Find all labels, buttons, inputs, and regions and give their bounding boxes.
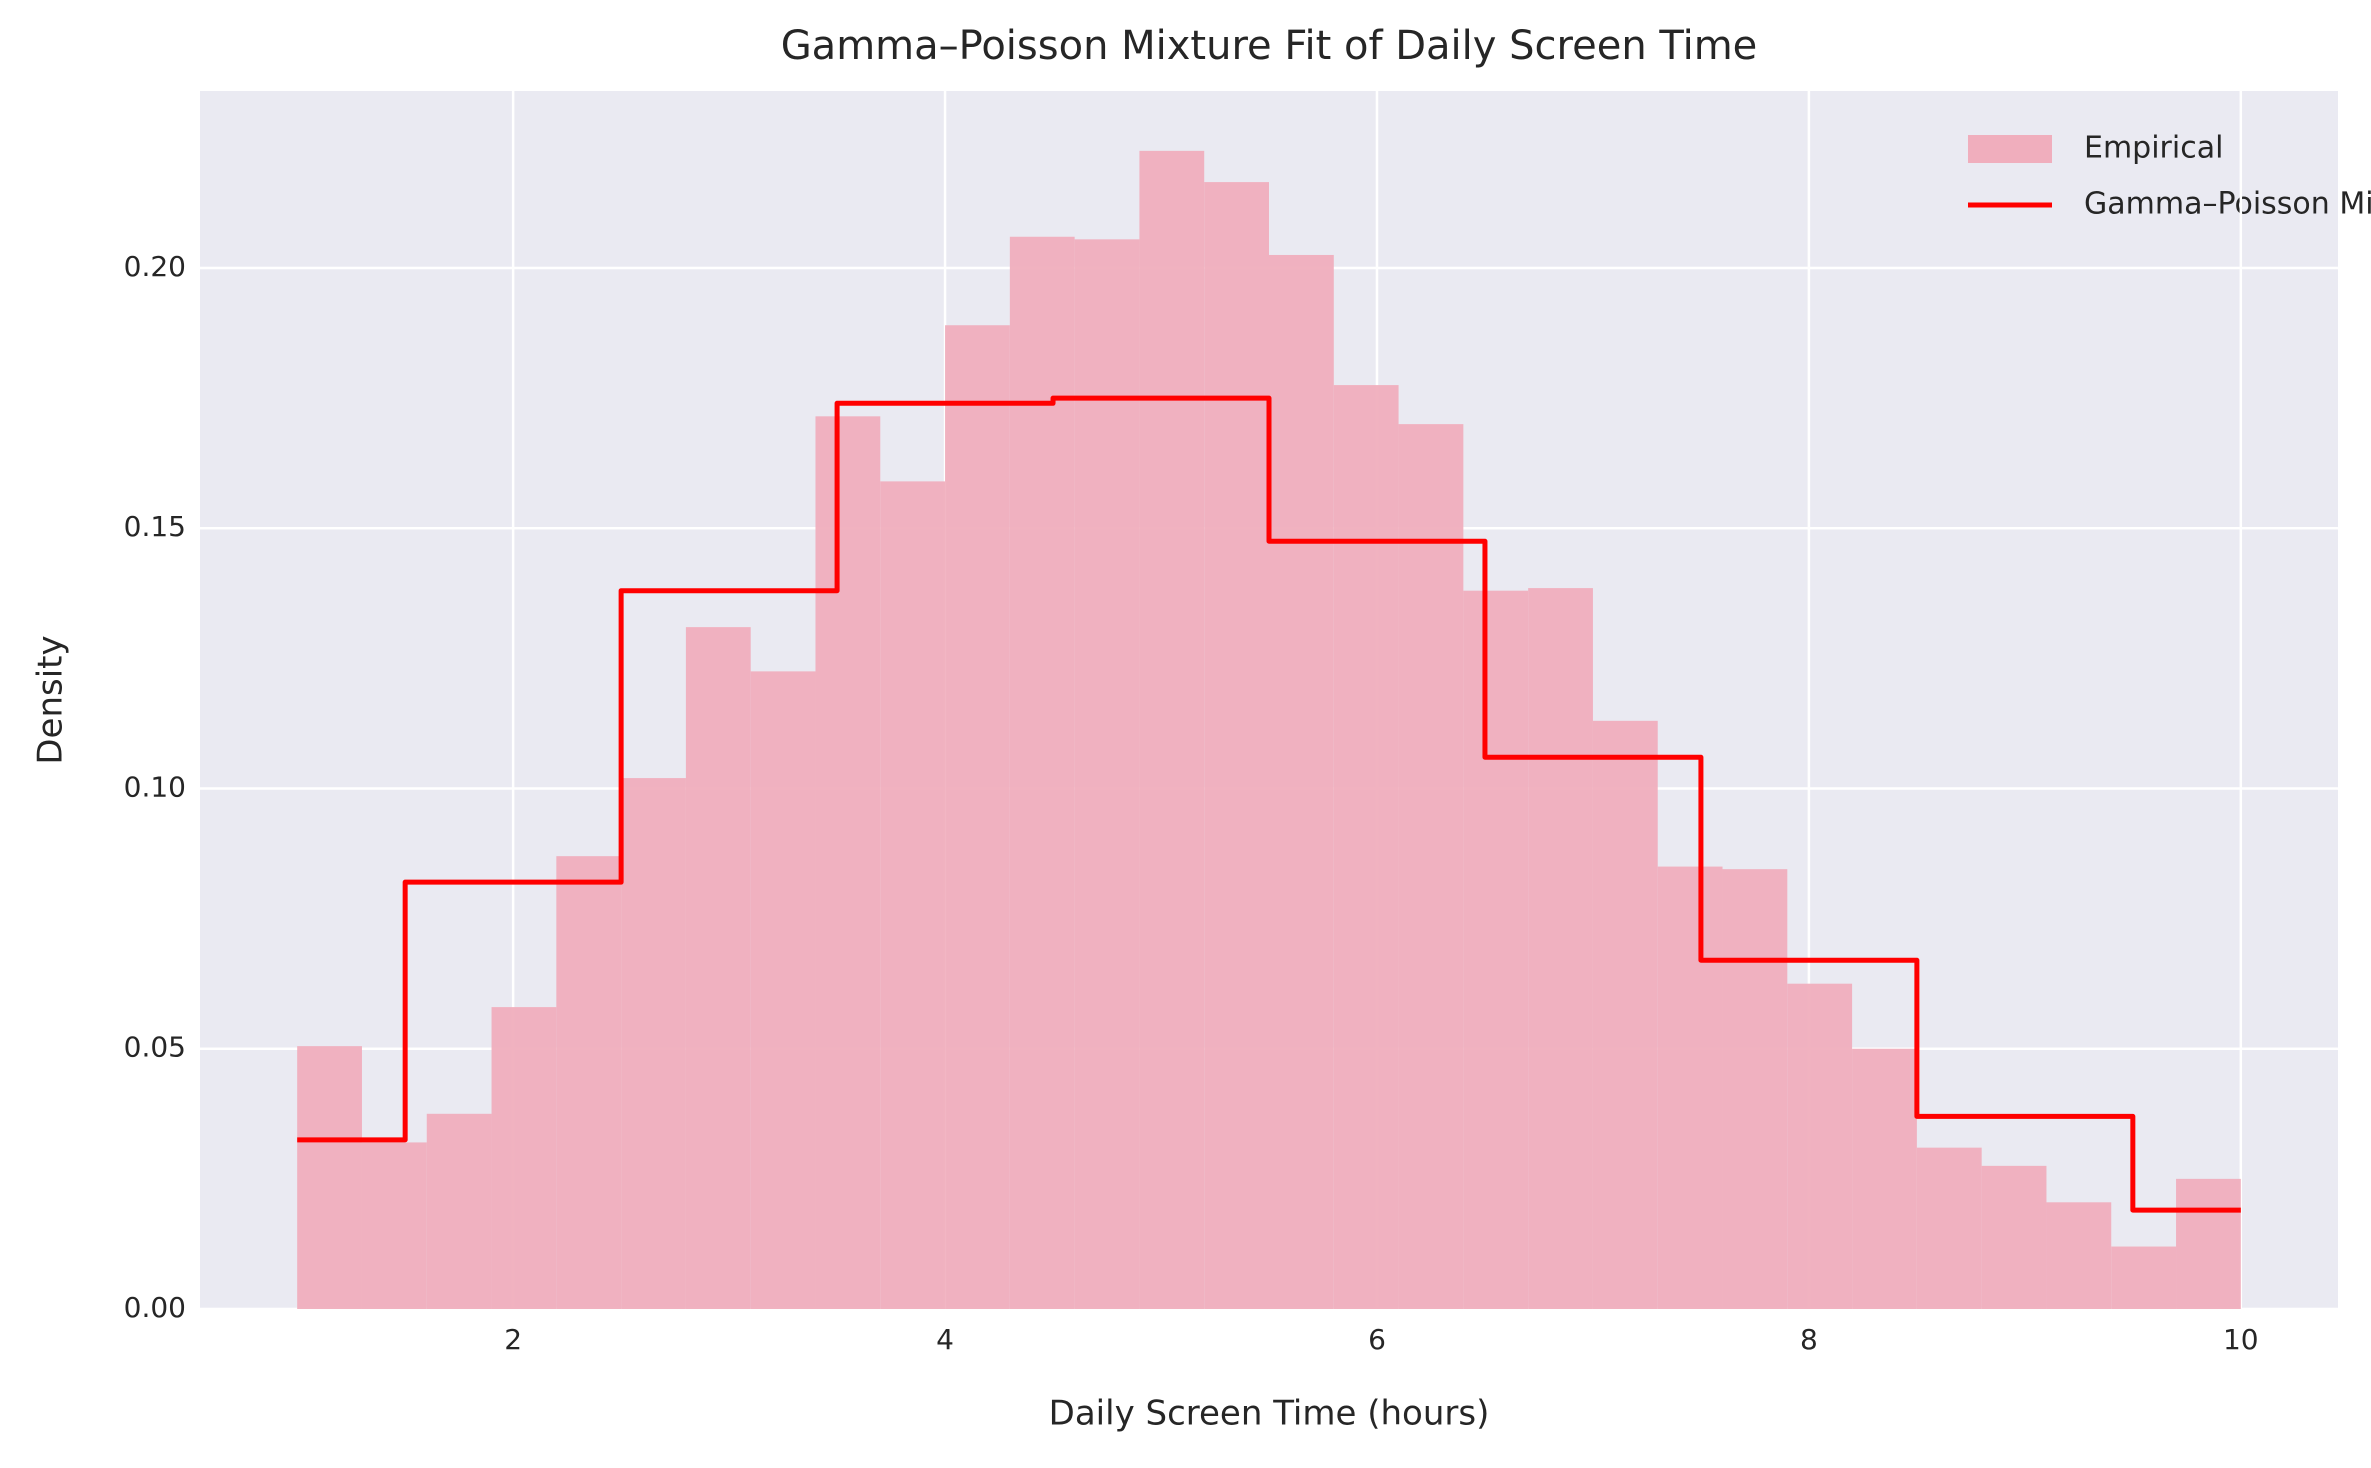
legend: Empirical Gamma–Poisson Mixture bbox=[1968, 131, 2371, 222]
x-axis-label: Daily Screen Time (hours) bbox=[1049, 1394, 1490, 1434]
histogram-bar bbox=[750, 671, 816, 1309]
histogram-bar bbox=[1398, 424, 1464, 1310]
y-tick-label: 0.20 bbox=[124, 250, 186, 283]
y-tick-label: 0.00 bbox=[124, 1291, 186, 1324]
histogram-bar bbox=[1592, 720, 1658, 1309]
histogram-bar bbox=[1657, 866, 1723, 1309]
x-tick-label: 2 bbox=[504, 1323, 522, 1356]
histogram-bar bbox=[2046, 1202, 2112, 1309]
histogram-bar bbox=[1722, 869, 1788, 1309]
histogram-bar bbox=[1074, 239, 1140, 1309]
histogram-bar bbox=[2176, 1178, 2241, 1309]
x-tick-label: 10 bbox=[2223, 1323, 2259, 1356]
histogram-bar bbox=[1916, 1147, 1982, 1309]
histogram-bar bbox=[426, 1113, 492, 1309]
histogram-bar bbox=[1852, 1048, 1917, 1309]
histogram-bar bbox=[621, 778, 686, 1309]
x-tick-label: 6 bbox=[1368, 1323, 1386, 1356]
y-axis-label: Density bbox=[31, 635, 71, 764]
histogram-bar bbox=[1139, 150, 1205, 1309]
histogram-bar bbox=[1269, 254, 1334, 1309]
histogram-bar bbox=[945, 325, 1010, 1309]
legend-label: Empirical bbox=[2084, 131, 2223, 166]
histogram-bar bbox=[1463, 590, 1529, 1309]
histogram-bar bbox=[2111, 1246, 2177, 1309]
histogram-bar bbox=[1333, 385, 1399, 1310]
histogram-bar bbox=[815, 416, 881, 1309]
legend-label: Gamma–Poisson Mixture bbox=[2084, 187, 2371, 222]
histogram-bar bbox=[361, 1142, 427, 1309]
chart-title: Gamma–Poisson Mixture Fit of Daily Scree… bbox=[781, 23, 1758, 69]
histogram-bar bbox=[1009, 236, 1075, 1309]
y-tick-label: 0.15 bbox=[124, 510, 186, 543]
histogram-bar bbox=[880, 481, 946, 1309]
y-tick-label: 0.10 bbox=[124, 770, 186, 803]
x-tick-label: 8 bbox=[1800, 1323, 1818, 1356]
line-series bbox=[297, 395, 2241, 1213]
histogram-bar bbox=[685, 627, 751, 1309]
histogram-bar bbox=[1981, 1165, 2047, 1309]
y-tick-label: 0.05 bbox=[124, 1031, 186, 1064]
histogram-bar bbox=[297, 1046, 362, 1309]
histogram-bar bbox=[1204, 182, 1269, 1310]
histogram-bar bbox=[1528, 588, 1593, 1309]
x-tick-label: 4 bbox=[936, 1323, 954, 1356]
histogram-bar bbox=[1787, 983, 1853, 1309]
histogram-bar bbox=[556, 856, 622, 1309]
histogram-bar bbox=[491, 1007, 557, 1309]
legend-patch bbox=[1968, 135, 2052, 163]
